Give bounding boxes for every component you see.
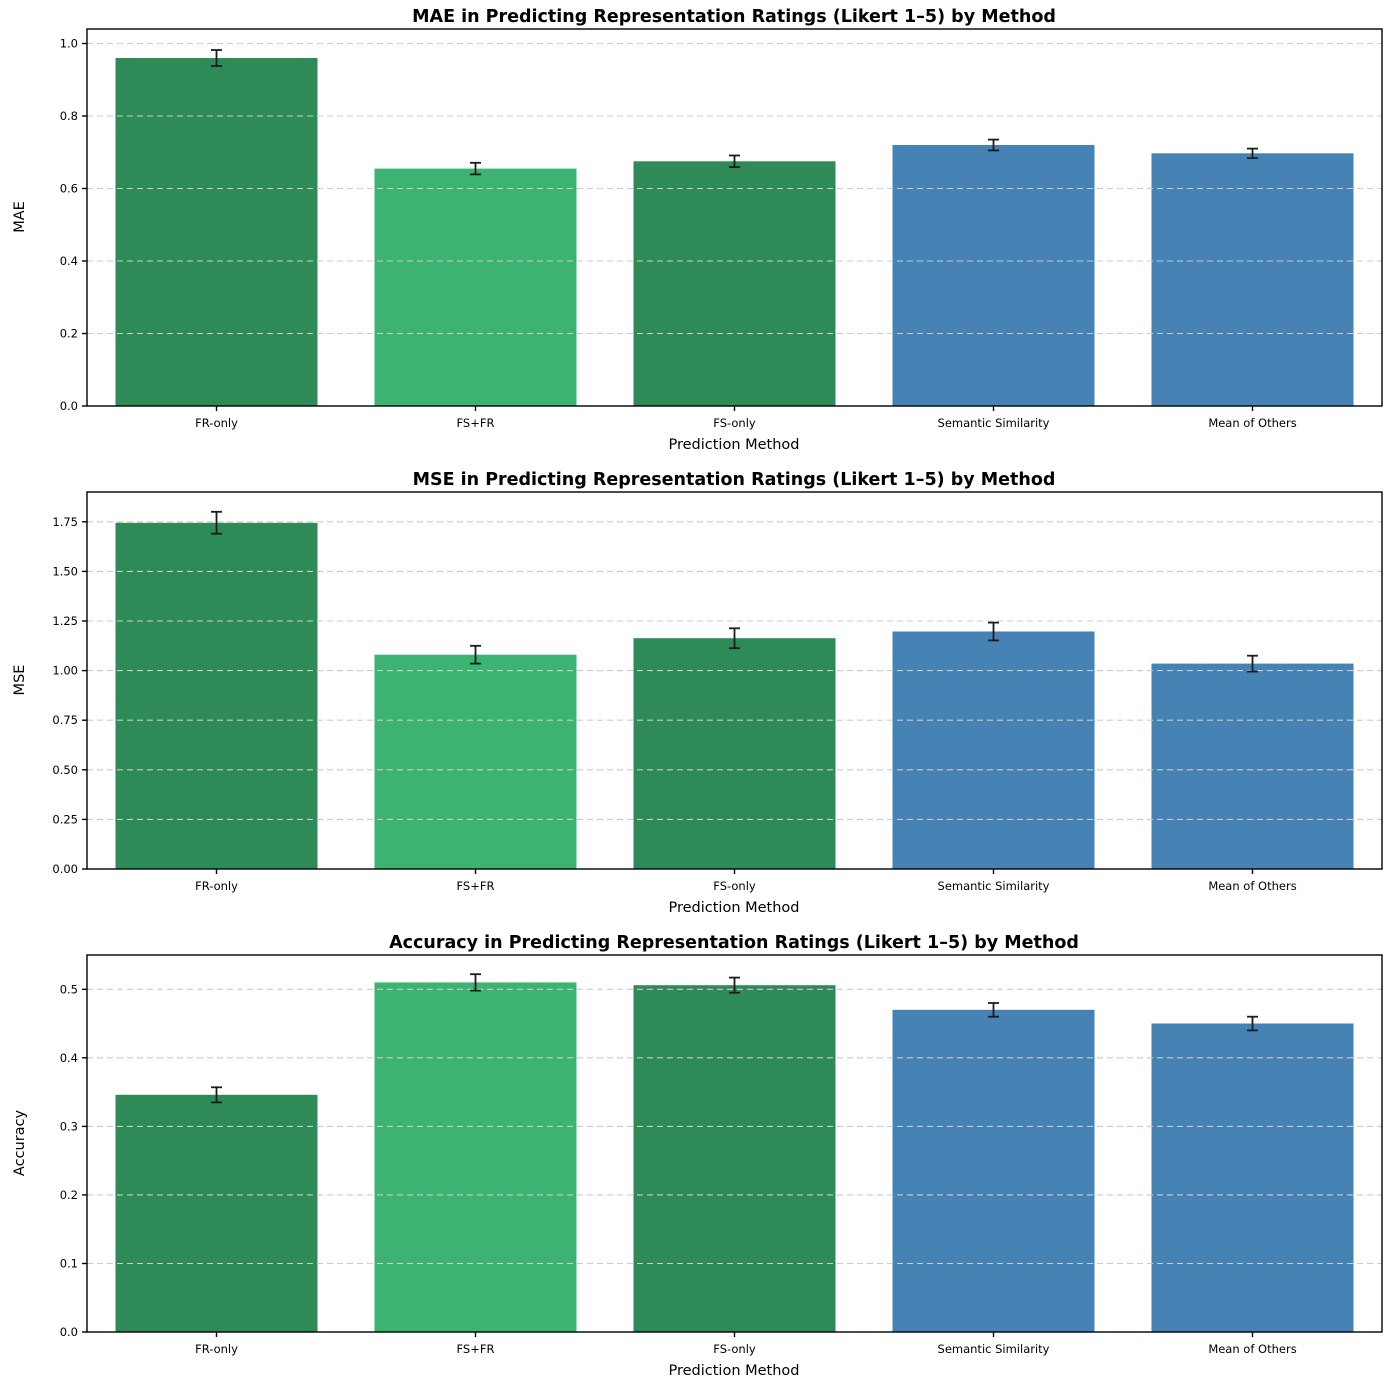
bar-fr-only <box>115 522 318 869</box>
bar-fs-only <box>633 985 836 1332</box>
bar-semantic-similarity <box>892 145 1095 406</box>
x-tick-label: FS+FR <box>457 879 495 893</box>
error-bar <box>729 976 740 994</box>
y-tick-label: 0.50 <box>52 763 78 777</box>
bar-mean-of-others <box>1151 1023 1354 1332</box>
y-tick-label: 0.4 <box>60 1051 78 1065</box>
error-bar <box>1247 1015 1258 1032</box>
x-tick-label: Mean of Others <box>1208 416 1296 430</box>
mse-chart: MSE in Predicting Representation Ratings… <box>12 470 1383 916</box>
error-bar <box>211 49 222 67</box>
error-bar <box>988 1002 999 1018</box>
y-tick-label: 1.00 <box>52 664 78 678</box>
bar-fs-fr <box>374 654 577 869</box>
x-tick-label: Semantic Similarity <box>938 416 1050 430</box>
error-bar <box>470 644 481 665</box>
bar-fr-only <box>115 58 318 406</box>
error-bar <box>211 510 222 535</box>
x-tick-label: Mean of Others <box>1208 879 1296 893</box>
y-tick-label: 0.8 <box>60 109 78 123</box>
x-tick-label: FS-only <box>713 1342 756 1356</box>
accuracy-y-axis-label: Accuracy <box>12 1109 28 1176</box>
mse-plot-area: 0.00 0.25 0.50 0.75 1.00 1.25 1.50 1.75 FR-only F… <box>52 491 1383 893</box>
y-tick-label: 0.0 <box>60 399 78 413</box>
x-tick-label: FR-only <box>195 416 238 430</box>
bar-fs-only <box>633 161 836 406</box>
bar-semantic-similarity <box>892 631 1095 869</box>
accuracy-plot-area: 0.0 0.1 0.2 0.3 0.4 0.5 FR-only FS+FR FS-only Sem… <box>60 954 1383 1356</box>
x-tick-label: FS-only <box>713 416 756 430</box>
y-tick-label: 1.25 <box>52 614 78 628</box>
y-tick-label: 0.4 <box>60 254 78 268</box>
mae-plot-area: 0.0 0.2 0.4 0.6 0.8 1.0 FR-only FS+FR FS-only Sem… <box>60 28 1383 430</box>
error-bar <box>988 138 999 152</box>
error-bar <box>729 627 740 650</box>
error-bar <box>988 621 999 642</box>
bar-mean-of-others <box>1151 153 1354 406</box>
y-tick-label: 0.2 <box>60 327 78 341</box>
bar-mean-of-others <box>1151 663 1354 869</box>
x-tick-label: FS-only <box>713 879 756 893</box>
y-tick-label: 0.5 <box>60 982 78 996</box>
y-tick-label: 0.75 <box>52 713 78 727</box>
error-bar <box>470 161 481 176</box>
error-bar <box>729 154 740 169</box>
y-tick-label: 0.6 <box>60 182 78 196</box>
mae-chart: MAE in Predicting Representation Ratings… <box>12 7 1383 453</box>
x-tick-label: FR-only <box>195 1342 238 1356</box>
accuracy-x-axis-label: Prediction Method <box>668 1363 799 1379</box>
bar-fs-fr <box>374 168 577 406</box>
mae-y-axis-label: MAE <box>12 201 28 233</box>
x-tick-label: Mean of Others <box>1208 1342 1296 1356</box>
error-bar <box>1247 654 1258 673</box>
bar-fr-only <box>115 1094 318 1332</box>
accuracy-chart: Accuracy in Predicting Representation Ra… <box>12 933 1383 1379</box>
mse-chart-title: MSE in Predicting Representation Ratings… <box>413 470 1056 490</box>
x-tick-label: FS+FR <box>457 1342 495 1356</box>
y-tick-label: 1.75 <box>52 515 78 529</box>
bar-fs-only <box>633 638 836 869</box>
bar-semantic-similarity <box>892 1009 1095 1332</box>
x-tick-label: Semantic Similarity <box>938 1342 1050 1356</box>
y-tick-label: 0.3 <box>60 1119 78 1133</box>
accuracy-chart-title: Accuracy in Predicting Representation Ra… <box>389 933 1079 953</box>
x-tick-label: FS+FR <box>457 416 495 430</box>
bar-fs-fr <box>374 982 577 1332</box>
y-tick-label: 0.0 <box>60 1325 78 1339</box>
mse-x-axis-label: Prediction Method <box>668 900 799 916</box>
mse-y-axis-label: MSE <box>12 665 28 696</box>
mae-chart-title: MAE in Predicting Representation Ratings… <box>412 7 1056 27</box>
y-tick-label: 0.25 <box>52 812 78 826</box>
y-tick-label: 1.50 <box>52 564 78 578</box>
y-tick-label: 1.0 <box>60 37 78 51</box>
y-tick-label: 0.1 <box>60 1257 78 1271</box>
error-bar <box>1247 147 1258 160</box>
x-tick-label: Semantic Similarity <box>938 879 1050 893</box>
x-tick-label: FR-only <box>195 879 238 893</box>
y-tick-label: 0.2 <box>60 1188 78 1202</box>
y-tick-label: 0.00 <box>52 862 78 876</box>
mae-x-axis-label: Prediction Method <box>668 437 799 453</box>
error-bar <box>211 1086 222 1104</box>
error-bar <box>470 973 481 992</box>
